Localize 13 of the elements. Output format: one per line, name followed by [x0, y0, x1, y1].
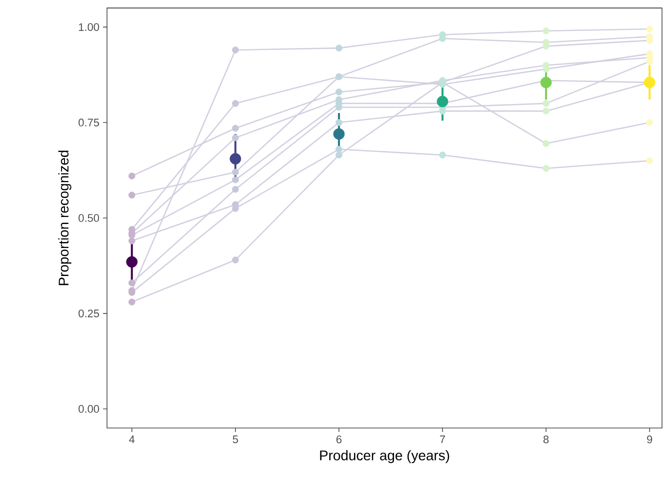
x-tick-label: 7 [440, 436, 445, 444]
x-tick-label: 6 [336, 436, 342, 444]
y-tick-label: 0.00 [78, 405, 100, 413]
x-tick-label: 5 [232, 436, 238, 444]
x-tick-label: 8 [543, 436, 549, 444]
y-tick-label: 0.25 [78, 310, 100, 318]
y-tick-label: 0.75 [78, 118, 100, 126]
x-axis-title: Producer age (years) [320, 450, 450, 464]
x-tick-label: 4 [129, 436, 135, 444]
y-axis-title: Proportion recognized [58, 150, 72, 286]
y-tick-label: 0.50 [78, 214, 100, 222]
y-tick-label: 1.00 [78, 23, 100, 31]
x-tick-label: 9 [647, 436, 652, 444]
